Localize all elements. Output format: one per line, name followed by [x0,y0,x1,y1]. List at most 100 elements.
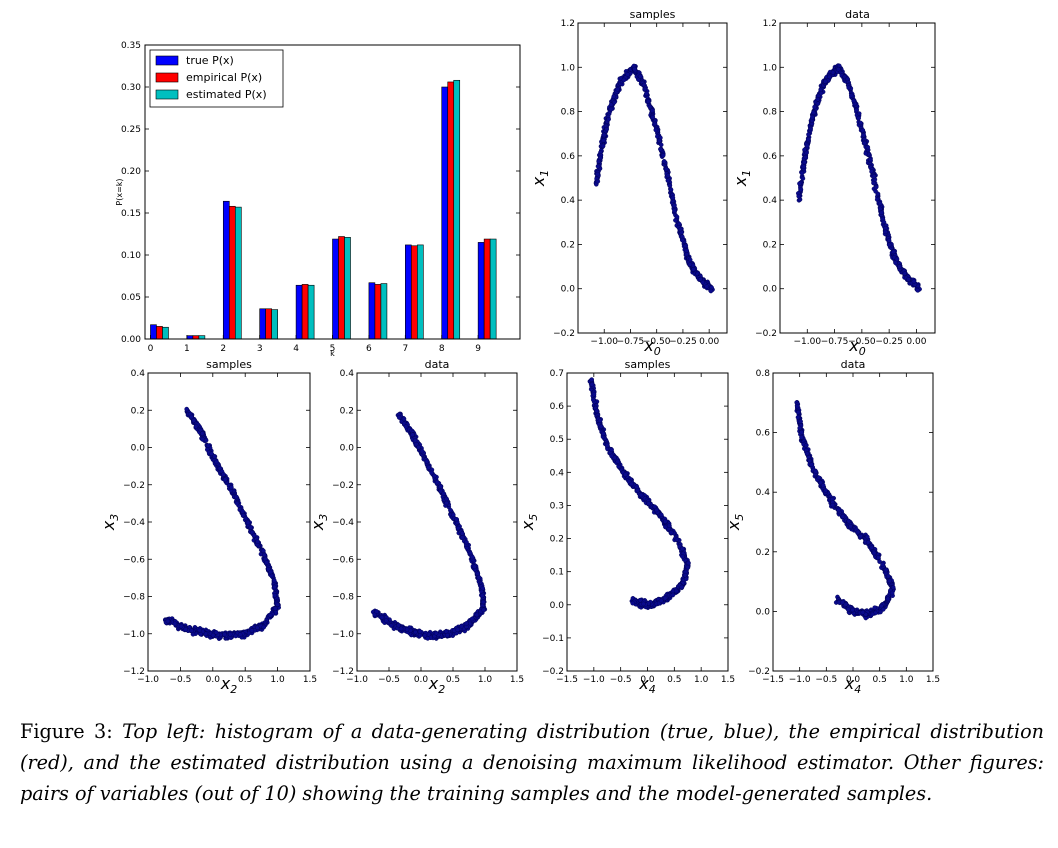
panel-title: data [845,8,870,21]
bar-empirical-9 [483,238,491,340]
scatter-point [403,424,409,429]
scatter-point [422,633,428,638]
bar-true-8 [441,86,449,340]
scatter-point [650,115,656,120]
y-tick-label: −0.8 [332,593,354,603]
bar-estimated-9 [489,238,497,340]
scatter-point [379,615,385,620]
y-tick-label: −0.2 [755,329,777,339]
scatter-point [808,126,813,132]
x-axis-label: x2 [428,674,445,696]
scatter-point [668,187,674,192]
scatter-point [388,623,394,628]
scatter-point [698,276,703,282]
points [593,63,715,294]
scatter-point [897,264,902,269]
scatter-point [673,588,679,594]
scatter-point [885,596,891,602]
x-tick-label: −1.0 [346,675,368,685]
scatter-point [424,458,430,464]
scatter-point [249,628,255,633]
y-tick-label: 1.2 [763,19,777,29]
scatter-point [672,208,677,213]
scatter-point [248,525,253,530]
scatter-point [251,533,257,538]
scatter-point [642,86,648,92]
scatter-point [663,524,668,530]
scatter-point [604,443,610,449]
scatter-point [629,481,635,487]
scatter-point [854,107,859,113]
scatter-point [915,287,920,293]
scatter-point [641,601,646,607]
scatter-point [672,203,677,208]
bar-empirical-7 [411,245,418,340]
y-tick-label: 0.5 [550,435,564,445]
scatter-point [851,98,857,104]
scatter-point [850,607,855,613]
scatter-point [245,520,251,526]
scatter-point [383,618,389,624]
x-tick-label: 5 [330,344,336,354]
scatter-point [433,630,439,636]
scatter-point [591,397,596,403]
scatter-point [646,501,652,506]
scatter-point [438,484,443,489]
scatter-point [848,524,853,529]
scatter-point [227,632,233,637]
scatter-point [595,163,601,169]
scatter-point [233,494,239,500]
scatter-point [652,121,658,127]
caption-text: Top left: histogram of a data-generating… [20,720,1045,805]
scatter-point [396,622,401,628]
x-tick-label: −1.0 [137,675,159,685]
plot-area [148,373,310,671]
x-tick-label: 0.00 [906,337,926,347]
y-tick-label: 0.8 [561,108,576,118]
scatter-point [601,431,606,437]
scatter-point [798,419,803,424]
scatter-point [272,606,278,611]
x-axis-label: k [330,349,335,358]
scatter-point [815,101,821,106]
scatter-point [272,593,278,598]
x-axis-label: x2 [220,674,237,696]
scatter-point [879,603,884,609]
panel-title: samples [630,8,676,21]
scatter-point [272,584,277,590]
scatter-point [858,533,863,539]
scatter-point [802,147,807,153]
x-tick-label: −1.00 [793,337,821,347]
scatter-point [172,621,178,627]
y-axis-label: x1 [529,170,551,187]
y-tick-label: −0.2 [123,481,145,491]
scatter-point [872,605,878,611]
scatter-point [658,598,664,604]
scatter-point [419,448,425,454]
x-tick-label: −1.0 [583,675,605,685]
scatter-point [597,418,603,424]
scatter-point [856,115,862,121]
scatter-point [606,117,611,122]
x-tick-label: 2 [220,344,226,354]
scatter-point [193,423,199,429]
y-tick-label: 1.0 [561,63,576,73]
scatter-point [887,578,893,584]
scatter-point [883,567,889,573]
scatter-point [800,176,806,181]
scatter-point [801,164,807,169]
scatter-point [840,514,846,519]
y-tick-label: 0.05 [121,293,141,303]
x-tick-label: 0.5 [238,675,252,685]
scatter-point [810,114,815,120]
x-tick-label: 7 [402,344,408,354]
scatter-panel-data-x4-x5: −0.20.00.20.40.60.8−1.5 −1.0 −0.5 0.0 0.5 1.0… [724,358,940,696]
x-tick-label: 1.5 [721,675,735,685]
scatter-point [869,545,875,550]
x-tick-label: 0 [148,344,154,354]
scatter-point [686,560,691,566]
y-tick-label: 0.2 [763,240,777,250]
scatter-point [598,424,604,429]
legend-label: true P(x) [186,54,234,67]
scatter-point [843,602,849,607]
